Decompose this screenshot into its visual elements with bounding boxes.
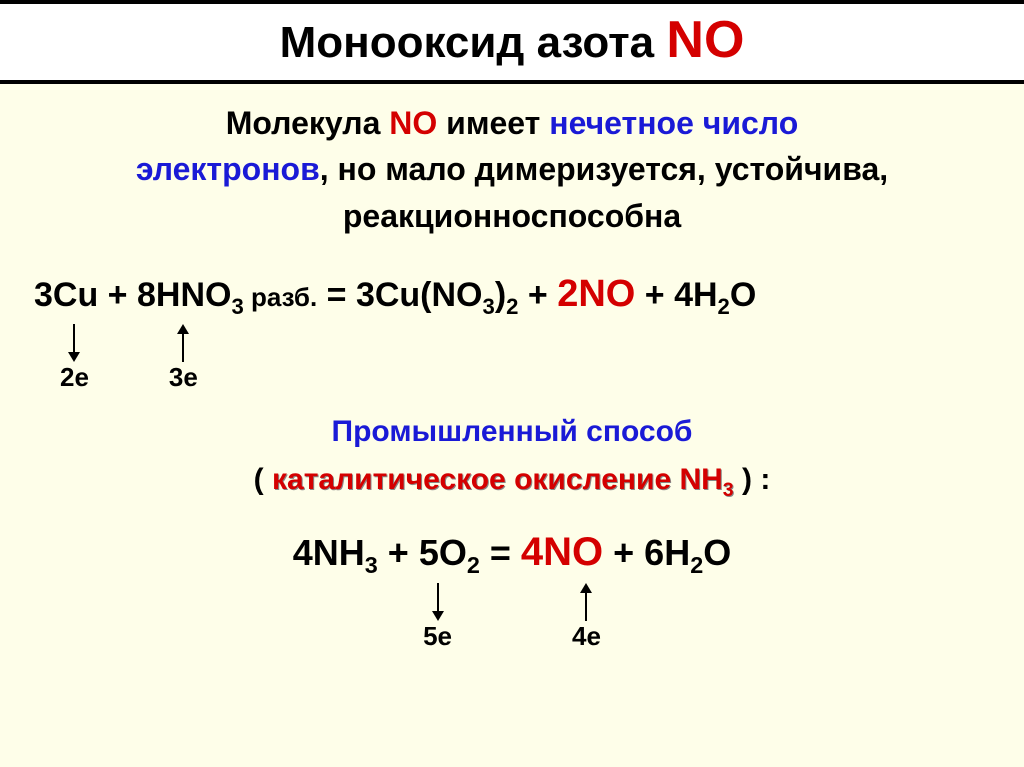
eq1-seg3: ) (495, 276, 506, 314)
intro-hl2: электронов (136, 151, 320, 187)
cat-close: ) : (734, 463, 771, 496)
eq1-seg5: + 4H (635, 276, 717, 314)
eq2-electron-row: 5e 4e (30, 583, 994, 652)
eq1-razb: разб. (244, 282, 317, 312)
eq1-seg6: O (730, 276, 756, 314)
content-area: Молекула NO имеет нечетное число электро… (0, 84, 1024, 652)
intro-line2-rest: , но мало димеризуется, устойчива, (320, 151, 888, 187)
catalytic-line: ( каталитическое окисление NH3 ) : (30, 463, 994, 502)
eq2-seg5: O (703, 532, 731, 573)
eq1-sub1: 3 (231, 294, 243, 319)
eq1-seg1: 3Cu + 8HNO (34, 276, 231, 314)
cat-open: ( (254, 463, 272, 496)
eq2-seg2: + 5O (378, 532, 467, 573)
intro-paragraph: Молекула NO имеет нечетное число электро… (30, 100, 994, 239)
eq2-sub1: 3 (365, 552, 378, 578)
title-bar: Монооксид азота NO (0, 0, 1024, 84)
cat-text: каталитическое окисление NH3 (272, 463, 734, 496)
eq2-e-left-col: 5e (423, 583, 452, 652)
eq2-seg3: = (480, 532, 521, 573)
equation-2: 4NH3 + 5O2 = 4NO + 6H2O (30, 530, 994, 579)
intro-line1-pre: Молекула (226, 105, 390, 141)
arrow-down-icon (68, 324, 80, 362)
eq1-e-right: 3e (169, 362, 198, 393)
cat-text-main: каталитическое окисление NH (272, 463, 723, 496)
eq1-sub3: 2 (506, 294, 518, 319)
eq1-e-right-col: 3e (169, 324, 198, 393)
eq2-e-left: 5e (423, 621, 452, 652)
industrial-heading: Промышленный способ (30, 415, 994, 449)
eq1-sub2: 3 (483, 294, 495, 319)
eq1-coef: 2NO (557, 273, 635, 315)
eq1-e-left-col: 2e (60, 324, 89, 393)
arrow-down-icon (432, 583, 444, 621)
eq1-e-left: 2e (60, 362, 89, 393)
intro-NO: NO (389, 105, 437, 141)
eq2-sub3: 2 (690, 552, 703, 578)
eq1-electron-row: 2e 3e (60, 324, 994, 393)
equation-1: 3Cu + 8HNO3 разб. = 3Cu(NO3)2 + 2NO + 4H… (34, 273, 994, 320)
intro-hl1: нечетное число (549, 105, 798, 141)
title-text-red: NO (666, 11, 744, 69)
eq2-seg1: 4NH (293, 532, 365, 573)
eq2-coef: 4NO (521, 530, 603, 574)
eq2-sub2: 2 (467, 552, 480, 578)
eq1-seg2: = 3Cu(NO (317, 276, 482, 314)
eq2-seg4: + 6H (603, 532, 690, 573)
eq2-e-right: 4e (572, 621, 601, 652)
cat-sub: 3 (723, 479, 734, 501)
eq1-sub4: 2 (718, 294, 730, 319)
arrow-up-icon (177, 324, 189, 362)
intro-line1-mid: имеет (437, 105, 549, 141)
intro-line3: реакционноспособна (343, 198, 681, 234)
eq1-seg4: + (518, 276, 557, 314)
title-text-black: Монооксид азота (280, 18, 667, 67)
eq2-e-right-col: 4e (572, 583, 601, 652)
arrow-up-icon (580, 583, 592, 621)
